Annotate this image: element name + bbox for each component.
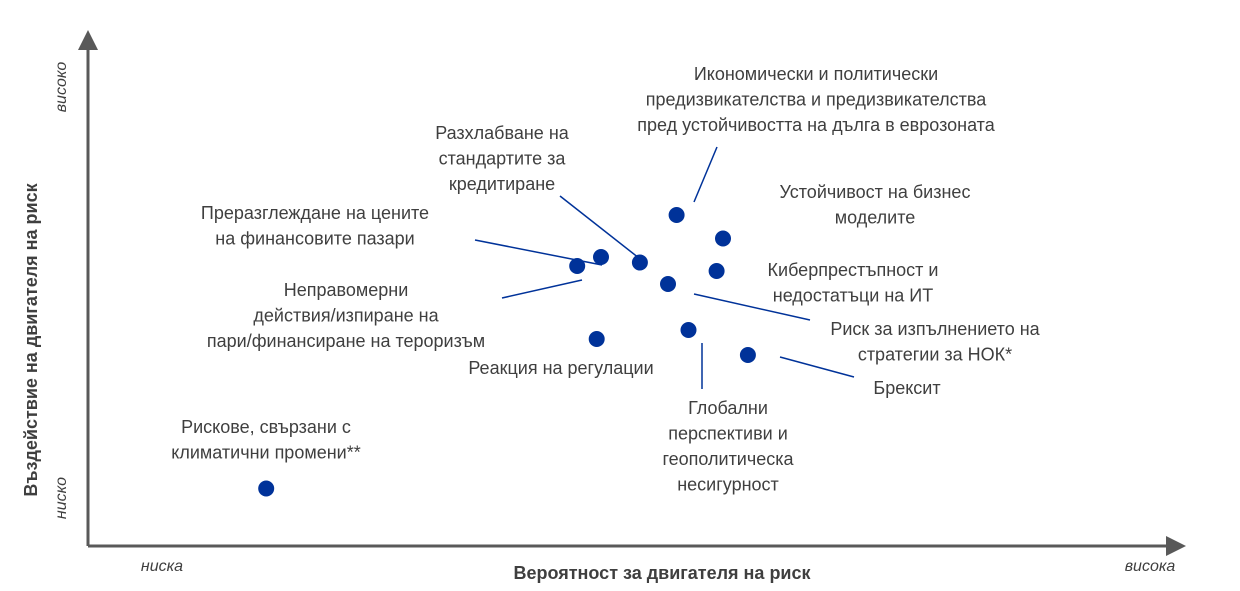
y-tick-low: ниско bbox=[53, 477, 70, 519]
data-point-repricing bbox=[593, 249, 609, 265]
point-labels: Рискове, свързани с климатични промени** Н… bbox=[171, 64, 1040, 495]
point-label-line: стратегии за НОК* bbox=[858, 345, 1012, 365]
point-label-line: пари/финансиране на тероризъм bbox=[207, 331, 485, 351]
point-label-line: перспективи и bbox=[668, 424, 788, 444]
data-point-brexit bbox=[739, 347, 756, 363]
point-label-line: предизвикателства и предизвикателства bbox=[646, 90, 988, 110]
point-label-line: Брексит bbox=[873, 378, 940, 398]
data-point-credit bbox=[631, 254, 648, 271]
data-point-business bbox=[715, 230, 731, 247]
point-label-line: действия/изпиране на bbox=[253, 306, 439, 326]
point-label-line: на финансовите пазари bbox=[215, 229, 414, 249]
point-label-ssm: Риск за изпълнението на стратегии за НОК* bbox=[830, 319, 1040, 365]
point-label-line: Икономически и политически bbox=[694, 64, 938, 84]
point-label-brexit: Брексит bbox=[873, 378, 940, 398]
y-tick-high: високо bbox=[53, 62, 70, 113]
data-point-global bbox=[680, 322, 697, 338]
point-label-line: Реакция на регулации bbox=[468, 358, 653, 378]
point-label-repricing: Преразглеждане на цените на финансовите п… bbox=[201, 203, 429, 249]
point-label-credit: Разхлабване на стандартите за кредитиране bbox=[435, 123, 570, 194]
point-label-line: моделите bbox=[835, 208, 916, 228]
data-point-ssm bbox=[660, 276, 676, 292]
point-label-line: стандартите за bbox=[439, 149, 567, 169]
point-label-global: Глобални перспективи и геополитическа несиг… bbox=[662, 398, 794, 495]
leader-line-ssm bbox=[693, 293, 811, 321]
data-point-climate bbox=[258, 480, 275, 497]
point-label-aml: Неправомерни действия/изпиране на пари/фин… bbox=[207, 280, 485, 351]
x-tick-high: висока bbox=[1125, 558, 1176, 575]
point-label-line: пред устойчивостта на дълга в еврозоната bbox=[637, 115, 995, 135]
data-point-aml bbox=[569, 258, 586, 274]
point-label-line: недостатъци на ИТ bbox=[773, 286, 933, 306]
point-label-line: несигурност bbox=[677, 475, 779, 495]
leader-lines bbox=[474, 146, 855, 389]
point-label-line: Разхлабване на bbox=[435, 123, 570, 143]
leader-line-credit bbox=[559, 195, 645, 263]
data-points bbox=[258, 207, 756, 497]
axes bbox=[78, 30, 1186, 556]
point-label-line: Устойчивост на бизнес bbox=[780, 182, 971, 202]
data-point-cyber bbox=[708, 263, 725, 279]
point-label-climate: Рискове, свързани с климатични промени** bbox=[171, 417, 360, 463]
x-axis-title: Вероятност за двигателя на риск bbox=[513, 563, 811, 583]
data-point-economic bbox=[668, 207, 685, 223]
point-label-business: Устойчивост на бизнес моделите bbox=[780, 182, 971, 228]
point-label-line: Неправомерни bbox=[284, 280, 409, 300]
point-label-line: кредитиране bbox=[449, 174, 555, 194]
leader-line-brexit bbox=[779, 356, 855, 378]
point-label-line: Киберпрестъпност и bbox=[768, 260, 939, 280]
data-point-regulation bbox=[588, 331, 605, 347]
leader-line-aml bbox=[501, 279, 583, 299]
point-label-cyber: Киберпрестъпност и недостатъци на ИТ bbox=[768, 260, 939, 306]
point-label-line: климатични промени** bbox=[171, 443, 360, 463]
point-label-line: Глобални bbox=[688, 398, 768, 418]
y-axis-title: Въздействие на двигателя на риск bbox=[21, 182, 41, 496]
x-tick-low: ниска bbox=[141, 558, 183, 575]
leader-line-economic bbox=[693, 146, 718, 203]
x-axis-arrow bbox=[1166, 536, 1186, 556]
y-axis-arrow bbox=[78, 30, 98, 50]
point-label-line: Рискове, свързани с bbox=[181, 417, 351, 437]
point-label-line: Риск за изпълнението на bbox=[830, 319, 1040, 339]
point-label-regulation: Реакция на регулации bbox=[468, 358, 653, 378]
point-label-line: геополитическа bbox=[662, 449, 794, 469]
point-label-economic: Икономически и политически предизвикателс… bbox=[637, 64, 995, 135]
point-label-line: Преразглеждане на цените bbox=[201, 203, 429, 223]
